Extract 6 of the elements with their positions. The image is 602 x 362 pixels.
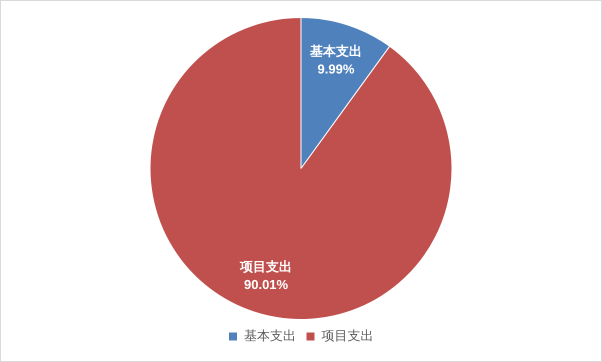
slice-label: 基本支出 xyxy=(308,43,362,58)
data-label: 90.01% xyxy=(244,276,289,292)
legend-label: 基本支出 xyxy=(244,328,296,344)
data-label: 9.99% xyxy=(318,61,355,76)
legend-label: 项目支出 xyxy=(322,328,374,344)
slice-label: 项目支出 xyxy=(239,258,292,274)
